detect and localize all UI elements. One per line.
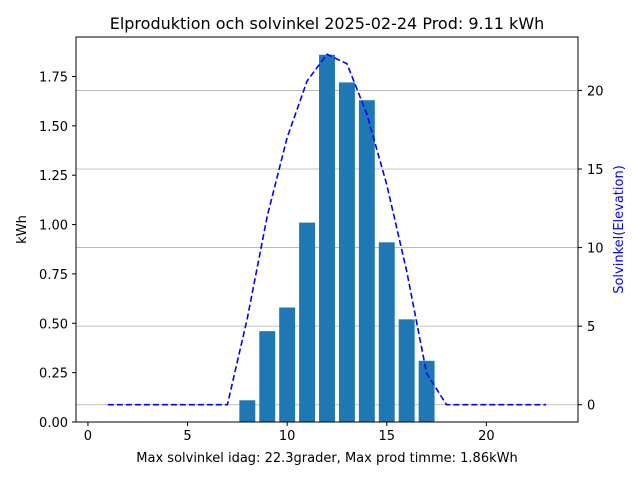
- x-tick-label: 10: [279, 429, 296, 444]
- y2-tick-label: 20: [587, 84, 604, 99]
- bar: [338, 82, 355, 423]
- y-axis-ticks: 0.00 0.25 0.50 0.75 1.00 1.25 1.50 1.75: [39, 70, 76, 431]
- elevation-line-series: [107, 53, 547, 406]
- y2-axis-label: Solvinkel(Elevation): [612, 165, 627, 294]
- bar: [418, 360, 435, 422]
- x-tick-label: 5: [183, 429, 191, 444]
- x-tick-label: 0: [84, 429, 92, 444]
- bar: [259, 331, 276, 422]
- bar: [299, 222, 316, 422]
- y-tick-label: 1.75: [39, 70, 68, 85]
- y2-tick-label: 0: [587, 399, 595, 414]
- chart-title: Elproduktion och solvinkel 2025-02-24 Pr…: [110, 14, 545, 33]
- x-axis-label: Max solvinkel idag: 22.3grader, Max prod…: [136, 451, 517, 466]
- y2-tick-label: 5: [587, 320, 595, 335]
- x-axis-ticks: 0 5 10 15 20: [84, 422, 495, 444]
- elevation-line: [107, 53, 547, 406]
- y2-tick-label: 10: [587, 242, 604, 257]
- x-tick-label: 15: [378, 429, 395, 444]
- bar: [239, 400, 256, 422]
- y-tick-label: 0.50: [39, 317, 68, 332]
- plot-frame: [75, 36, 579, 423]
- y-axis-label: kWh: [15, 215, 30, 244]
- y2-axis-ticks: 0 5 10 15 20: [578, 84, 604, 414]
- y-tick-label: 0.75: [39, 268, 68, 283]
- bar: [279, 307, 296, 422]
- y2-tick-label: 15: [587, 163, 604, 178]
- y-tick-label: 1.50: [39, 120, 68, 135]
- y-tick-label: 1.00: [39, 219, 68, 234]
- bar: [358, 100, 375, 422]
- y-tick-label: 0.00: [39, 416, 68, 431]
- bar-series: [239, 54, 435, 423]
- bar: [398, 319, 415, 422]
- bar: [319, 54, 335, 423]
- x-tick-label: 20: [478, 429, 495, 444]
- y-tick-label: 1.25: [39, 169, 68, 184]
- y-tick-label: 0.25: [39, 367, 68, 382]
- bar: [378, 242, 395, 422]
